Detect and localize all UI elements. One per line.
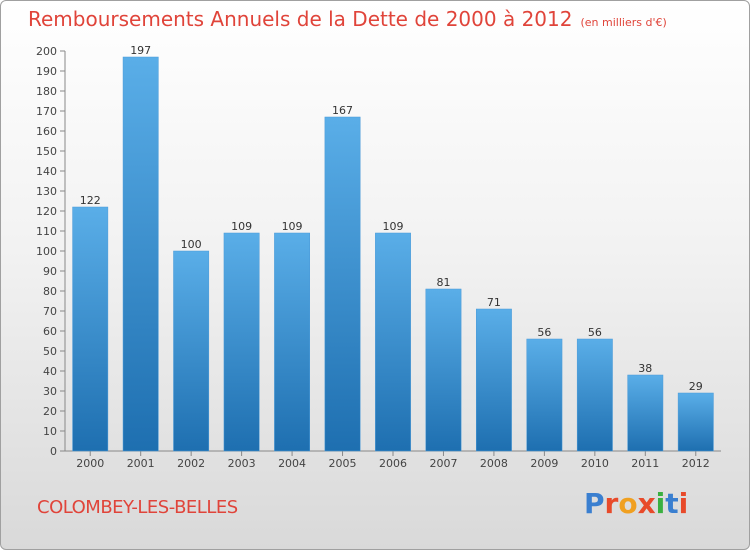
chart-title-text: Remboursements Annuels de la Dette de 20… <box>28 7 573 31</box>
bar <box>72 206 109 452</box>
bar-value-label: 109 <box>231 220 252 233</box>
bar <box>122 56 159 452</box>
x-tick-label: 2009 <box>530 457 558 470</box>
y-tick-label: 150 <box>36 145 57 158</box>
x-tick-label: 2004 <box>278 457 306 470</box>
logo-letter: t <box>665 487 679 520</box>
bar-value-label: 38 <box>638 362 652 375</box>
x-tick-label: 2011 <box>631 457 659 470</box>
y-tick-label: 120 <box>36 205 57 218</box>
y-tick-label: 130 <box>36 185 57 198</box>
x-tick-label: 2000 <box>76 457 104 470</box>
bar-value-label: 109 <box>282 220 303 233</box>
bar <box>576 338 613 452</box>
x-tick-label: 2007 <box>429 457 457 470</box>
logo-letter: i <box>655 487 666 520</box>
y-tick-label: 60 <box>43 325 57 338</box>
x-tick-label: 2012 <box>682 457 710 470</box>
y-axis: 0 10 20 30 40 50 60 70 80 90 100 110 120 130 140 150 160… <box>36 45 66 458</box>
logo-letter: P <box>584 487 605 520</box>
bar <box>476 308 512 452</box>
x-axis: 2000 2001 2002 2003 2004 2005 2006 2007 2008 2009… <box>65 450 721 470</box>
bar-value-label: 109 <box>383 220 404 233</box>
x-tick-label: 2002 <box>177 457 205 470</box>
bar-value-label: 100 <box>181 238 202 251</box>
bar-value-label: 167 <box>332 104 353 117</box>
bar <box>526 338 563 452</box>
y-tick-label: 10 <box>43 425 57 438</box>
y-tick-label: 110 <box>36 225 57 238</box>
bar-value-label: 197 <box>130 44 151 57</box>
bar <box>274 232 310 452</box>
bar <box>223 232 260 452</box>
y-tick-label: 70 <box>43 305 57 318</box>
y-tick-label: 20 <box>43 405 57 418</box>
chart-title: Remboursements Annuels de la Dette de 20… <box>28 7 667 31</box>
bar <box>173 250 210 452</box>
y-tick-label: 160 <box>36 125 57 138</box>
logo-letter: r <box>604 487 619 520</box>
logo-letter: i <box>678 487 689 520</box>
bar <box>677 392 714 452</box>
logo-letter: o <box>618 487 638 520</box>
bar <box>375 232 411 452</box>
logo-letter: x <box>637 487 656 520</box>
city-name: COLOMBEY-LES-BELLES <box>37 497 238 518</box>
y-tick-label: 80 <box>43 285 57 298</box>
bars: 122 197 100 109 109 167 109 81 71 56 56 38 29 <box>72 44 714 452</box>
bar <box>627 374 664 452</box>
y-tick-label: 100 <box>36 245 57 258</box>
x-tick-label: 2001 <box>127 457 155 470</box>
y-tick-label: 40 <box>43 365 57 378</box>
x-tick-label: 2003 <box>228 457 256 470</box>
y-tick-label: 90 <box>43 265 57 278</box>
y-tick-label: 190 <box>36 65 57 78</box>
bar-value-label: 56 <box>537 326 551 339</box>
y-tick-label: 50 <box>43 345 57 358</box>
bar <box>425 288 462 452</box>
bar-value-label: 29 <box>689 380 703 393</box>
bar-value-label: 56 <box>588 326 602 339</box>
x-tick-label: 2005 <box>329 457 357 470</box>
y-tick-label: 180 <box>36 85 57 98</box>
x-tick-label: 2010 <box>581 457 609 470</box>
bar <box>324 116 361 452</box>
proxiti-logo[interactable]: Proxiti <box>584 487 688 520</box>
x-tick-label: 2006 <box>379 457 407 470</box>
x-tick-label: 2008 <box>480 457 508 470</box>
bar-value-label: 81 <box>436 276 450 289</box>
bar-value-label: 122 <box>80 194 101 207</box>
y-tick-label: 170 <box>36 105 57 118</box>
y-tick-label: 140 <box>36 165 57 178</box>
y-tick-label: 200 <box>36 45 57 58</box>
bar-value-label: 71 <box>487 296 501 309</box>
chart-subtitle: (en milliers d'€) <box>580 16 667 29</box>
y-tick-label: 0 <box>50 445 57 458</box>
y-tick-label: 30 <box>43 385 57 398</box>
